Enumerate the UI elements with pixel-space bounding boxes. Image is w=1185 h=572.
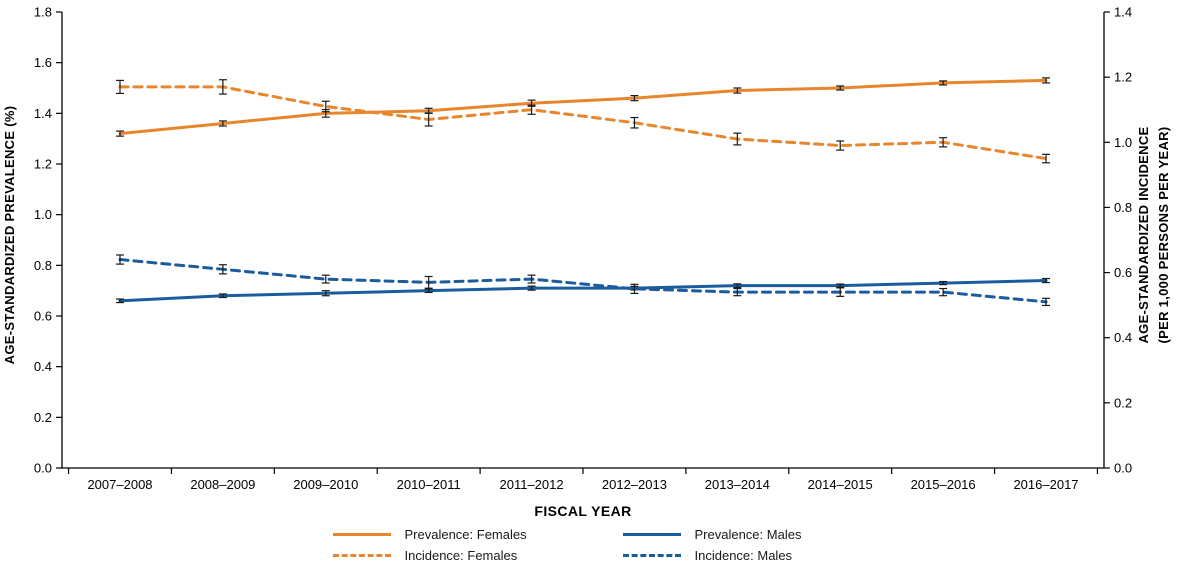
svg-text:0.2: 0.2 [1114,395,1132,410]
svg-text:0.0: 0.0 [1114,461,1132,476]
svg-text:2010–2011: 2010–2011 [397,477,461,492]
legend: Prevalence: Females Prevalence: Males In… [0,527,1185,563]
svg-text:2011–2012: 2011–2012 [500,477,564,492]
legend-label-incidence-females: Incidence: Females [404,548,518,563]
x-axis-label: FISCAL YEAR [534,503,631,519]
axes-layer: 0.0 0.2 0.4 0.6 0.8 1.0 1.2 1.4 1.6 1.8 0.0 0.2 0.4 0… [34,5,1132,493]
right-axis-label-line2: (PER 1,000 PERSONS PER YEAR) [1156,127,1171,344]
svg-text:1.2: 1.2 [34,157,52,172]
left-axis-label: AGE-STANDARDIZED PREVALENCE (%) [2,106,17,365]
svg-text:2008–2009: 2008–2009 [190,477,255,492]
svg-text:1.0: 1.0 [34,207,52,222]
svg-text:2014–2015: 2014–2015 [808,477,873,492]
svg-text:1.4: 1.4 [1114,5,1132,20]
legend-item-incidence-females: Incidence: Females [332,548,563,563]
legend-item-prevalence-males: Prevalence: Males [622,527,853,542]
svg-text:0.6: 0.6 [1114,265,1132,280]
svg-text:0.4: 0.4 [34,359,52,374]
legend-swatch-prevalence-males-line-icon [622,533,681,536]
svg-text:0.8: 0.8 [1114,200,1132,215]
svg-text:0.0: 0.0 [34,461,52,476]
svg-text:2012–2013: 2012–2013 [602,477,667,492]
legend-item-incidence-males: Incidence: Males [622,548,853,563]
svg-text:1.8: 1.8 [34,5,52,20]
chart-canvas: 0.0 0.2 0.4 0.6 0.8 1.0 1.2 1.4 1.6 1.8 0.0 0.2 0.4 0… [2,5,1171,520]
svg-text:2009–2010: 2009–2010 [293,477,358,492]
svg-text:1.6: 1.6 [34,55,52,70]
legend-item-prevalence-females: Prevalence: Females [332,527,563,542]
svg-text:1.4: 1.4 [34,106,52,121]
legend-label-prevalence-males: Prevalence: Males [694,527,802,542]
svg-text:2013–2014: 2013–2014 [705,477,770,492]
legend-swatch-incidence-males-line-icon [622,554,681,557]
svg-text:0.6: 0.6 [34,309,52,324]
svg-text:2007–2008: 2007–2008 [87,477,152,492]
svg-text:0.2: 0.2 [34,410,52,425]
svg-text:0.8: 0.8 [34,258,52,273]
legend-swatch-prevalence-females-line-icon [332,533,391,536]
svg-text:1.2: 1.2 [1114,70,1132,85]
right-axis-label-line1: AGE-STANDARDIZED INCIDENCE [1136,126,1151,343]
series-layer [116,77,1050,307]
legend-label-prevalence-females: Prevalence: Females [404,527,527,542]
svg-text:0.4: 0.4 [1114,330,1132,345]
svg-text:2016–2017: 2016–2017 [1013,477,1078,492]
svg-text:1.0: 1.0 [1114,135,1132,150]
legend-swatch-incidence-females-line-icon [332,554,391,557]
legend-label-incidence-males: Incidence: Males [694,548,793,563]
legend-grid: Prevalence: Females Prevalence: Males In… [332,527,853,563]
svg-text:2015–2016: 2015–2016 [911,477,976,492]
